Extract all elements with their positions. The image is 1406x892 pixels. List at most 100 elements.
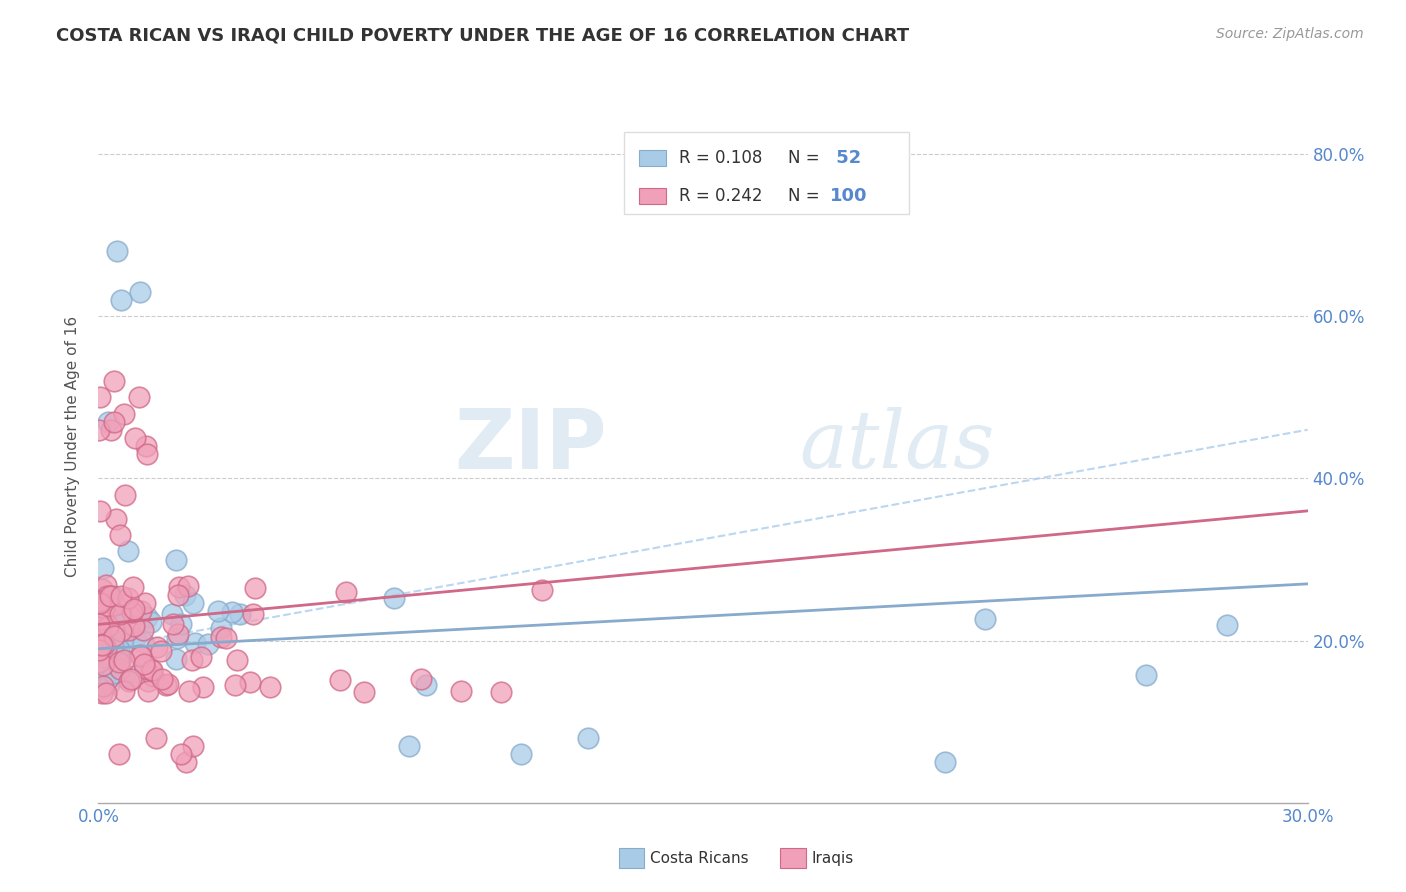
Point	[103, 666, 125, 681]
Point	[110, 624, 132, 639]
Point	[170, 616, 193, 631]
Point	[191, 680, 214, 694]
Point	[98, 677, 121, 691]
Point	[149, 644, 172, 658]
Point	[94, 578, 117, 592]
Point	[91, 560, 114, 574]
Y-axis label: Child Poverty Under the Age of 16: Child Poverty Under the Age of 16	[65, 316, 80, 576]
Point	[112, 632, 135, 646]
Point	[160, 607, 183, 621]
Point	[132, 623, 155, 637]
Point	[181, 653, 204, 667]
Point	[974, 612, 997, 626]
Point	[90, 682, 112, 697]
Text: COSTA RICAN VS IRAQI CHILD POVERTY UNDER THE AGE OF 16 CORRELATION CHART: COSTA RICAN VS IRAQI CHILD POVERTY UNDER…	[56, 27, 910, 45]
Point	[96, 600, 118, 615]
Point	[89, 591, 111, 605]
Point	[190, 649, 212, 664]
Point	[132, 635, 155, 649]
Point	[136, 447, 159, 461]
Text: N =: N =	[787, 187, 824, 205]
Point	[145, 731, 167, 745]
Point	[1135, 668, 1157, 682]
Point	[128, 285, 150, 299]
Point	[1216, 618, 1239, 632]
Point	[108, 641, 131, 656]
Point	[183, 596, 205, 610]
Point	[114, 488, 136, 502]
Point	[197, 637, 219, 651]
Point	[96, 589, 118, 603]
Point	[108, 653, 131, 667]
Point	[509, 747, 531, 761]
Point	[110, 528, 132, 542]
Point	[124, 632, 146, 646]
Point	[174, 756, 197, 770]
Point	[146, 640, 169, 654]
Point	[134, 597, 156, 611]
Point	[103, 415, 125, 429]
Point	[100, 423, 122, 437]
Point	[117, 544, 139, 558]
Point	[136, 683, 159, 698]
Point	[335, 584, 357, 599]
Point	[105, 244, 128, 259]
Point	[167, 627, 190, 641]
Point	[110, 613, 132, 627]
Point	[215, 631, 238, 645]
Point	[97, 415, 120, 429]
Point	[122, 602, 145, 616]
Point	[103, 374, 125, 388]
Point	[87, 617, 110, 632]
Point	[122, 619, 145, 633]
Text: ZIP: ZIP	[454, 406, 606, 486]
Point	[136, 610, 159, 624]
Point	[87, 423, 110, 437]
Text: Iraqis: Iraqis	[811, 851, 853, 865]
Point	[107, 648, 129, 663]
Point	[156, 677, 179, 691]
Point	[87, 642, 110, 657]
Point	[170, 747, 193, 761]
Point	[229, 607, 252, 621]
Point	[162, 617, 184, 632]
Point	[239, 675, 262, 690]
Point	[165, 652, 187, 666]
Point	[134, 661, 156, 675]
Text: N =: N =	[787, 149, 824, 168]
Point	[491, 685, 513, 699]
Point	[90, 665, 112, 679]
Point	[93, 657, 115, 672]
Point	[177, 578, 200, 592]
Point	[101, 639, 124, 653]
Point	[108, 662, 131, 676]
Point	[131, 604, 153, 618]
Point	[90, 615, 112, 630]
Point	[167, 588, 190, 602]
Text: Costa Ricans: Costa Ricans	[650, 851, 748, 865]
Point	[96, 624, 118, 639]
Point	[142, 669, 165, 683]
Point	[129, 648, 152, 663]
Point	[155, 678, 177, 692]
Text: 100: 100	[830, 187, 868, 205]
Point	[91, 679, 114, 693]
Point	[112, 669, 135, 683]
Text: Source: ZipAtlas.com: Source: ZipAtlas.com	[1216, 27, 1364, 41]
Point	[165, 552, 187, 566]
Point	[111, 610, 134, 624]
Point	[89, 594, 111, 608]
Point	[89, 390, 111, 404]
Point	[112, 684, 135, 698]
Point	[112, 653, 135, 667]
Point	[91, 686, 114, 700]
Point	[112, 407, 135, 421]
Point	[104, 512, 127, 526]
Point	[167, 580, 190, 594]
Point	[98, 589, 121, 603]
Point	[259, 680, 281, 694]
Point	[166, 632, 188, 646]
Point	[93, 613, 115, 627]
Point	[89, 656, 111, 670]
Point	[103, 589, 125, 603]
